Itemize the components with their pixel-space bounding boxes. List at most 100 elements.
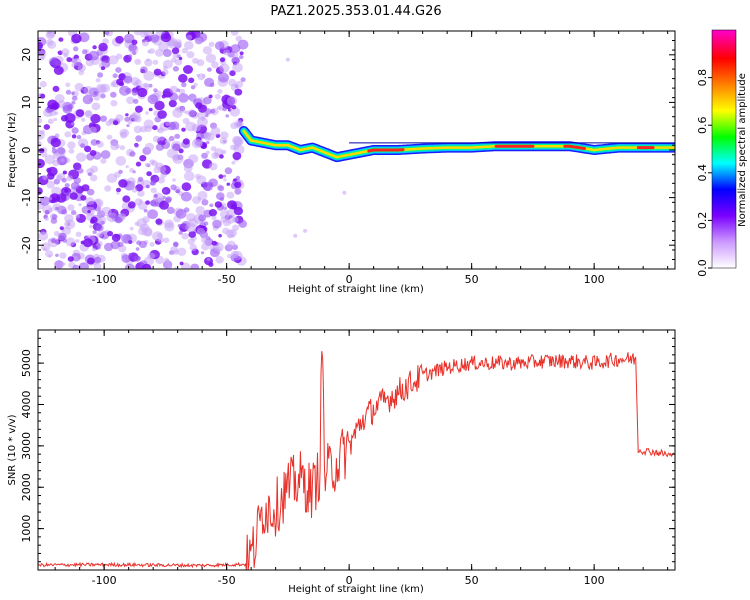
noise-blob [342, 190, 347, 195]
noise-blob [118, 169, 123, 174]
y-tick-label: 2000 [20, 473, 33, 501]
noise-blob [191, 138, 203, 149]
noise-blob [38, 158, 45, 169]
noise-blob [200, 251, 205, 255]
noise-blob [143, 119, 154, 129]
noise-blob [145, 111, 149, 115]
noise-blob [92, 45, 97, 50]
noise-blob [178, 73, 188, 83]
noise-blob [206, 257, 211, 261]
noise-blob [128, 43, 137, 52]
noise-blob [214, 201, 223, 208]
noise-blob [47, 237, 59, 248]
noise-blob [64, 219, 76, 230]
noise-blob [177, 224, 182, 228]
noise-blob [54, 133, 60, 138]
noise-blob [214, 41, 225, 51]
noise-blob [96, 232, 103, 238]
noise-blob [131, 39, 138, 45]
noise-blob [188, 154, 199, 164]
noise-blob [40, 242, 51, 252]
noise-blob [180, 106, 186, 111]
noise-blob [123, 75, 133, 84]
noise-blob [211, 61, 219, 69]
noise-blob [100, 66, 106, 71]
noise-blob [61, 209, 68, 215]
noise-blob [194, 37, 203, 45]
noise-blob [178, 231, 183, 235]
noise-blob [181, 191, 192, 202]
noise-blob [181, 127, 186, 132]
noise-blob [220, 216, 228, 223]
noise-blob [93, 262, 102, 269]
noise-blob [42, 174, 48, 180]
noise-blob [129, 168, 135, 173]
noise-blob [177, 247, 187, 256]
noise-blob [114, 216, 123, 224]
noise-blob [150, 181, 156, 186]
noise-blob [116, 78, 124, 86]
noise-blob [203, 96, 212, 105]
noise-blob [201, 199, 209, 206]
noise-blob [47, 118, 54, 125]
noise-blob [38, 94, 41, 99]
noise-blob [43, 124, 50, 130]
noise-blob [123, 33, 135, 44]
noise-blob [185, 121, 197, 132]
noise-blob [110, 81, 117, 87]
noise-blob [102, 38, 109, 45]
noise-blob [202, 181, 214, 192]
noise-blob [58, 37, 64, 42]
noise-blob [135, 247, 140, 251]
noise-blob [77, 64, 87, 72]
noise-blob [135, 161, 142, 167]
noise-blob [217, 89, 223, 94]
noise-blob [219, 137, 228, 145]
noise-blob [38, 117, 43, 124]
noise-blob [73, 46, 79, 52]
noise-blob [227, 200, 237, 210]
noise-blob [78, 70, 84, 76]
noise-blob [147, 50, 152, 54]
noise-blob [195, 206, 205, 215]
noise-blob [224, 167, 233, 175]
noise-blob [127, 54, 133, 59]
noise-blob [181, 182, 192, 192]
noise-blob [46, 39, 54, 46]
noise-blob [230, 31, 239, 36]
x-tick-label: 100 [584, 574, 605, 587]
noise-blob [127, 120, 133, 125]
noise-blob [218, 234, 222, 238]
noise-blob [60, 158, 65, 163]
noise-blob [122, 195, 131, 203]
noise-blob [157, 110, 167, 119]
x-tick-label: 100 [584, 273, 605, 286]
noise-blob [170, 121, 180, 130]
noise-blob [136, 218, 147, 228]
noise-blob [48, 57, 58, 66]
x-tick-label: -50 [218, 574, 236, 587]
noise-blob [232, 216, 239, 223]
snr-x-axis-label: Height of straight line (km) [288, 584, 424, 595]
noise-blob [152, 192, 164, 203]
noise-blob [52, 159, 60, 167]
noise-blob [95, 78, 101, 83]
noise-blob [163, 237, 170, 244]
noise-blob [121, 234, 132, 244]
noise-blob [131, 114, 140, 122]
x-tick-label: -50 [218, 273, 236, 286]
snr-y-axis-label: SNR (10 * v/v) [7, 414, 18, 485]
noise-blob [170, 140, 182, 151]
noise-blob [137, 190, 145, 197]
noise-blob [71, 210, 77, 216]
noise-blob [196, 227, 205, 236]
noise-blob [141, 226, 153, 237]
noise-blob [143, 82, 149, 88]
noise-blob [45, 250, 54, 258]
noise-blob [149, 200, 157, 207]
noise-blob [192, 57, 199, 64]
noise-blob [201, 74, 206, 78]
noise-blob [104, 185, 112, 192]
noise-blob [187, 109, 196, 118]
